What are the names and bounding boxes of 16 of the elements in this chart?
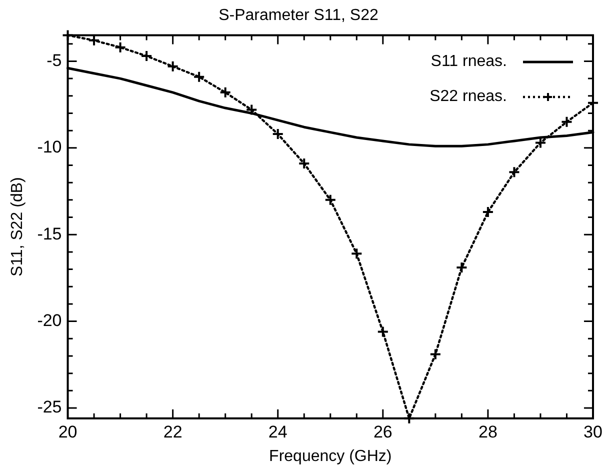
y-tick-label: -15	[37, 224, 62, 244]
x-tick-label: 20	[58, 422, 78, 442]
y-axis-title: S11, S22 (dB)	[9, 177, 26, 276]
y-tick-label: -10	[37, 138, 62, 157]
y-tick-label: -20	[37, 310, 62, 330]
legend-label: S11 rneas.	[430, 52, 507, 72]
x-tick-label: 24	[268, 422, 288, 442]
x-tick-label: 30	[584, 422, 602, 442]
x-tick-label: 26	[373, 422, 392, 442]
y-tick-label: -25	[37, 398, 62, 417]
x-tick-label: 28	[478, 422, 498, 442]
x-tick-label: 22	[163, 422, 182, 442]
y-tick-label: -5	[46, 50, 62, 70]
x-axis-title: Frequency (GHz)	[269, 448, 392, 465]
legend-label: S22 rneas.	[430, 87, 507, 108]
chart-title: S-Parameter S11, S22	[218, 7, 378, 24]
